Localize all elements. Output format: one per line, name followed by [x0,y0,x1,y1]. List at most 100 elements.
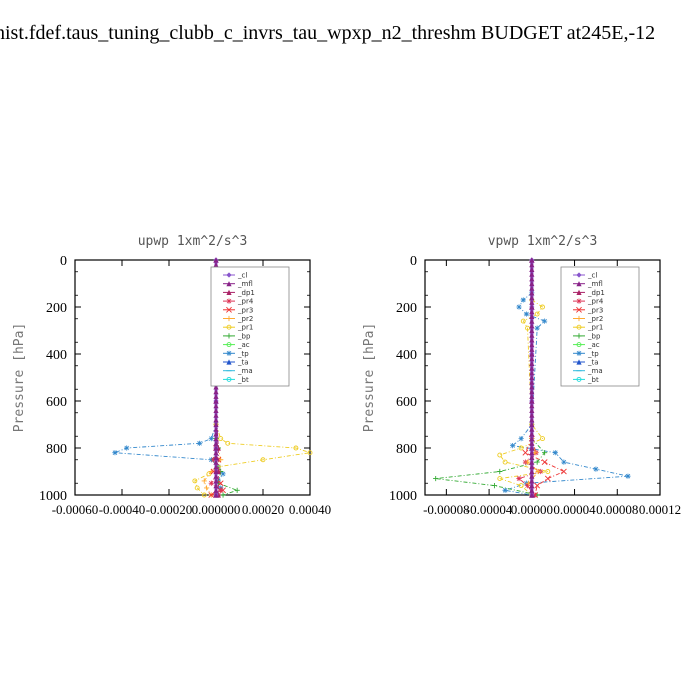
series-point-pr1 [260,457,266,463]
legend-label: _bp [587,332,601,340]
legend-marker [576,324,582,330]
legend-marker [226,298,232,304]
series-point-mfl [529,478,535,484]
legend-label: _pr4 [237,298,254,306]
series-point-mfl [213,384,219,390]
legend-marker [226,376,232,382]
series-point-pr1 [545,469,551,474]
legend-marker [576,289,582,295]
series-point-mfl [213,445,219,451]
legend-label: _pr4 [587,298,604,306]
series-point-bp [234,487,240,493]
legend-marker [576,350,582,356]
series-point-mfl [529,403,535,409]
legend-label: _ta [237,359,249,367]
x-tick-label: -0.00008 [423,502,470,517]
series-point-mfl [529,280,535,287]
series-point-pr1 [194,485,200,491]
y-axis-label: Pressure [hPa] [362,323,377,433]
y-tick-label: 400 [46,348,67,363]
series-point-tp [112,450,118,456]
series-point-mfl [529,360,535,366]
legend-box [560,266,640,387]
series-point-tp [520,297,526,303]
x-tick-label: -0.00020 [146,502,193,517]
series-line-tp [504,292,629,496]
legend-label: _pr1 [587,324,603,332]
legend-marker [576,281,582,287]
series-point-mfl [213,421,219,428]
series-point-pr1 [497,476,503,481]
legend-label: _pr3 [237,306,253,314]
series-point-tp [509,443,516,449]
legend-label: _cl [237,272,247,280]
legend-label: _mfl [587,280,603,288]
series-point-mfl [213,454,219,460]
legend-label: _bp [237,332,251,340]
legend-marker [226,306,232,313]
x-tick-label: 0.00020 [242,502,284,517]
legend-marker [576,376,582,382]
x-tick-label: 0.00000 [511,502,553,517]
series-point-mfl [529,412,535,418]
series-point-pr4 [516,475,522,482]
series-point-pr1 [534,311,540,317]
legend-label: _pr2 [587,315,603,323]
legend-marker [226,342,232,348]
legend-marker [226,315,232,322]
series-point-mfl [529,351,535,357]
series-point-tp [593,466,599,472]
series-point-mfl [529,379,535,385]
series-point-mfl [529,454,535,460]
series-point-pr3 [522,449,529,456]
series-point-pr2 [201,478,207,484]
series-point-pr1 [502,459,508,465]
series-point-mfl [529,271,535,277]
series-point-mfl [213,473,219,479]
legend-marker [576,298,582,304]
x-tick-label: 0.00012 [639,502,681,517]
series-point-mfl [213,487,219,493]
y-tick-label: 1000 [39,489,67,504]
series-point-pr1 [218,436,224,442]
series-point-mfl [529,332,535,338]
series-point-mfl [529,459,535,465]
series-point-pr4 [208,480,214,486]
series-point-mfl [529,370,535,376]
legend-marker [576,333,582,339]
legend-marker [226,324,232,330]
series-point-mfl [213,459,219,465]
series-point-mfl [529,384,535,390]
y-axis-label: Pressure [hPa] [12,323,27,433]
series-point-mfl [529,346,535,352]
series-point-mfl [529,389,535,395]
series-point-mfl [529,356,535,362]
series-point-tp [552,450,558,456]
series-point-pr3 [534,482,541,489]
y-tick-label: 800 [396,442,417,457]
legend-label: _dp1 [237,289,255,297]
series-point-mfl [213,417,219,423]
legend-label: _pr2 [237,315,253,323]
series-point-tp [625,473,631,479]
legend-marker [226,281,232,287]
series-point-bp [542,450,548,456]
series-point-pr1 [518,445,524,451]
series-point-tp [220,471,226,477]
series-point-tp [561,459,567,465]
series-point-mfl [213,412,219,418]
series-point-pr1 [497,452,503,458]
plot-frame [74,259,311,496]
series-point-mfl [529,426,535,432]
series-point-mfl [529,417,535,423]
series-point-tp [196,440,203,446]
series-point-pr3 [217,480,224,487]
series-point-pr1 [520,318,526,324]
series-point-mfl [529,342,535,348]
chart-title: vpwp 1xm^2/s^3 [488,234,598,249]
series-point-pr4 [524,483,531,489]
series-point-mfl [529,313,535,319]
legend-label: _tp [587,350,599,358]
legend-label: _mfl [237,280,253,288]
legend-marker [576,272,582,278]
